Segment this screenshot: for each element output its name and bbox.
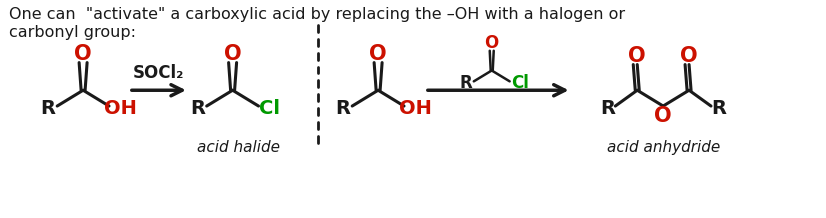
Text: R: R [190,99,205,119]
Text: R: R [600,99,615,119]
Text: R: R [40,99,55,119]
Text: acid anhydride: acid anhydride [606,140,719,155]
Text: One can  "activate" a carboxylic acid by replacing the –OH with a halogen or
car: One can "activate" a carboxylic acid by … [9,7,625,40]
Text: O: O [629,46,646,66]
Text: Cl: Cl [510,74,529,92]
Text: OH: OH [103,99,136,119]
Text: R: R [711,99,727,119]
Text: R: R [459,74,472,92]
Text: R: R [335,99,351,119]
Text: O: O [654,106,672,126]
Text: Cl: Cl [259,99,280,119]
Text: acid halide: acid halide [197,140,280,155]
Text: O: O [224,44,241,64]
Text: O: O [681,46,698,66]
Text: O: O [485,34,499,52]
Text: OH: OH [399,99,431,119]
Text: O: O [74,44,92,64]
Text: O: O [369,44,387,64]
Text: SOCl₂: SOCl₂ [133,64,184,82]
